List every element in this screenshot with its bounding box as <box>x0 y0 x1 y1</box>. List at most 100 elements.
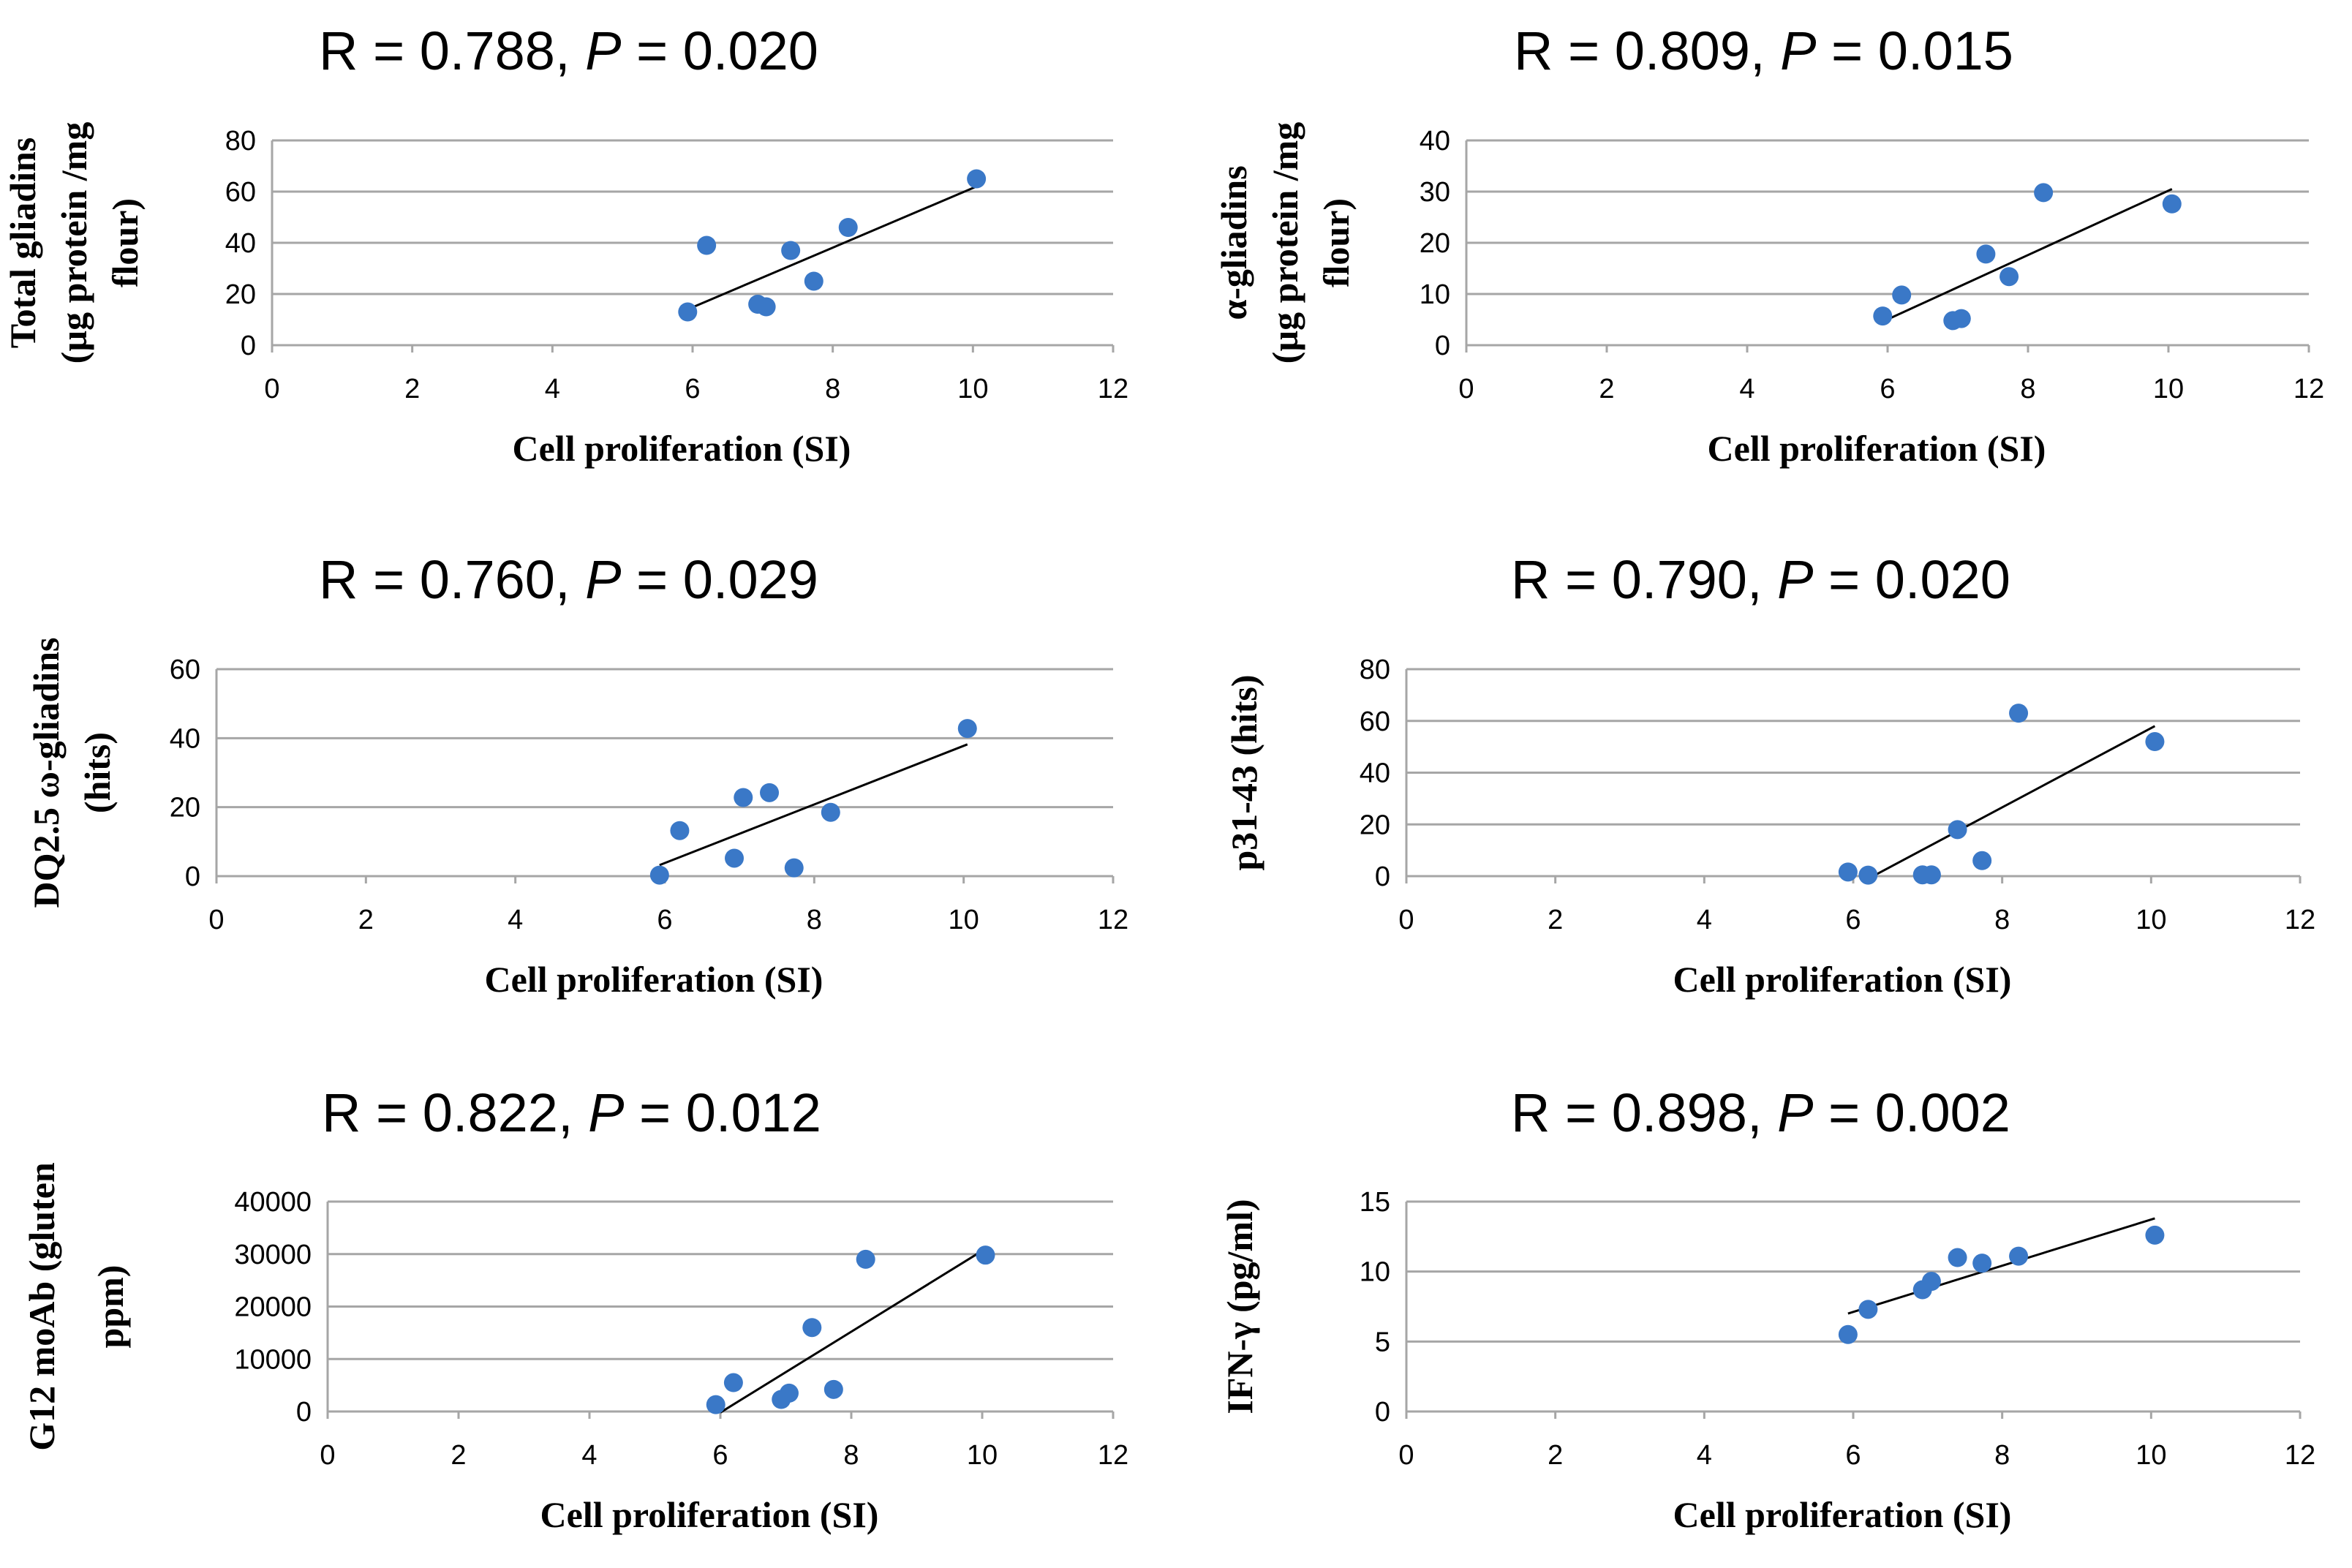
title-r-text: R = 0.790, <box>1511 549 1777 610</box>
x-tick-label: 12 <box>1098 374 1128 404</box>
data-point <box>1948 1248 1967 1267</box>
x-tick-label: 12 <box>2285 905 2315 935</box>
x-tick-label: 6 <box>685 374 700 404</box>
data-point <box>2009 704 2029 723</box>
x-tick-label: 2 <box>358 905 374 935</box>
x-tick-label: 6 <box>712 1440 728 1471</box>
y-tick-label: 0 <box>1375 1397 1390 1428</box>
y-tick-label: 60 <box>1360 706 1390 737</box>
x-tick-label: 4 <box>1697 905 1712 935</box>
y-tick-label: 5 <box>1375 1327 1390 1357</box>
trendline <box>1867 725 2156 880</box>
y-tick-label: 40 <box>1360 758 1390 789</box>
data-point <box>821 802 840 822</box>
x-tick-label: 0 <box>320 1440 335 1471</box>
data-point <box>823 1379 843 1399</box>
scatter-chart-3: R = 0.760, P = 0.029 0 20 40 60 0 2 4 6 8 10 12 Cell… <box>26 549 1128 1000</box>
x-axis-label: Cell proliferation (SI) <box>1673 959 2012 1000</box>
scatter-chart-2: R = 0.809, P = 0.015 0 10 20 30 40 0 2 4 6 8 10 12 Ce… <box>1213 20 2324 469</box>
title-p-label: P <box>1777 1082 1813 1143</box>
x-tick-label: 10 <box>2153 374 2184 404</box>
data-point <box>734 788 753 807</box>
x-tick-label: 0 <box>1398 1440 1414 1471</box>
scatter-chart-4: R = 0.790, P = 0.020 0 20 40 60 80 0 2 4 6 8 10 12 Ce… <box>1224 549 2315 1000</box>
chart-title: R = 0.790, P = 0.020 <box>1511 549 2010 610</box>
y-axis-label: G12 moAb (gluten <box>21 1162 62 1451</box>
x-tick-label: 4 <box>581 1440 597 1471</box>
y-tick-label: 30000 <box>234 1240 312 1270</box>
trendline <box>687 185 977 311</box>
data-point <box>1948 820 1967 840</box>
data-point <box>781 241 801 260</box>
chart-title: R = 0.822, P = 0.012 <box>322 1082 821 1143</box>
y-tick-label: 15 <box>1360 1187 1390 1218</box>
x-tick-label: 6 <box>1845 1440 1861 1471</box>
data-point <box>1951 309 1971 328</box>
y-tick-label: 40 <box>225 228 256 259</box>
data-point <box>976 1245 995 1265</box>
data-point <box>957 719 977 739</box>
trendline <box>659 743 968 867</box>
x-axis-label: Cell proliferation (SI) <box>1708 428 2046 469</box>
data-point <box>670 821 690 840</box>
x-tick-label: 8 <box>825 374 840 404</box>
y-tick-label: 0 <box>241 331 256 361</box>
trendline <box>1882 188 2173 323</box>
x-tick-label: 12 <box>2293 374 2324 404</box>
scatter-chart-5: R = 0.822, P = 0.012 0 10000 20000 30000 4000… <box>21 1082 1128 1535</box>
data-point <box>1838 862 1858 882</box>
data-point <box>2009 1246 2029 1266</box>
x-tick-label: 6 <box>1880 374 1895 404</box>
data-point <box>967 169 987 189</box>
scatter-chart-1: R = 0.788, P = 0.020 0 20 40 60 80 0 2 4 6 8 10 12 Ce… <box>2 20 1128 469</box>
trendline <box>1847 1217 2155 1315</box>
y-tick-label: 60 <box>225 177 256 208</box>
title-p-label: P <box>1780 20 1816 81</box>
x-tick-label: 6 <box>1845 905 1861 935</box>
trendline <box>720 1248 987 1414</box>
y-tick-label: 0 <box>1435 331 1450 361</box>
y-axis-label: DQ2.5 ω-gliadins <box>26 638 67 908</box>
data-point <box>1858 865 1878 885</box>
data-point <box>678 302 698 322</box>
data-point <box>1999 267 2019 287</box>
x-tick-label: 12 <box>1098 1440 1128 1471</box>
data-point <box>1972 851 1992 870</box>
title-p-text: = 0.020 <box>621 20 818 81</box>
y-tick-label: 80 <box>1360 655 1390 685</box>
data-point <box>804 271 823 291</box>
data-point <box>1873 306 1893 326</box>
y-tick-label: 0 <box>185 862 200 892</box>
x-tick-label: 2 <box>1548 1440 1563 1471</box>
x-tick-label: 8 <box>807 905 822 935</box>
y-axis-label: flour) <box>1316 198 1357 287</box>
data-point <box>725 848 745 868</box>
x-tick-label: 10 <box>957 374 988 404</box>
y-axis-label: flour) <box>105 198 146 287</box>
x-axis-label: Cell proliferation (SI) <box>485 959 823 1000</box>
x-tick-label: 0 <box>1398 905 1414 935</box>
scatter-chart-6: R = 0.898, P = 0.002 0 5 10 15 0 2 4 6 8 10 12 Cell … <box>1219 1082 2315 1535</box>
data-point <box>2145 732 2165 752</box>
y-axis-label: α-gliadins <box>1213 165 1254 320</box>
y-tick-label: 10000 <box>234 1344 312 1375</box>
data-point <box>1976 244 1996 264</box>
x-axis-label: Cell proliferation (SI) <box>540 1494 879 1535</box>
data-point <box>1972 1254 1992 1273</box>
title-p-text: = 0.012 <box>624 1082 821 1143</box>
data-point <box>697 235 717 255</box>
y-tick-label: 10 <box>1360 1257 1390 1288</box>
y-tick-label: 10 <box>1420 279 1450 310</box>
y-tick-label: 20 <box>1420 228 1450 259</box>
x-tick-label: 0 <box>1458 374 1474 404</box>
x-tick-label: 2 <box>451 1440 466 1471</box>
y-axis-label: (µg protein /mg <box>53 122 94 364</box>
x-tick-label: 10 <box>2136 1440 2166 1471</box>
y-tick-label: 20 <box>1360 810 1390 840</box>
x-tick-label: 10 <box>949 905 979 935</box>
x-tick-label: 10 <box>967 1440 998 1471</box>
x-tick-label: 12 <box>2285 1440 2315 1471</box>
x-tick-label: 6 <box>657 905 672 935</box>
x-tick-label: 4 <box>545 374 560 404</box>
